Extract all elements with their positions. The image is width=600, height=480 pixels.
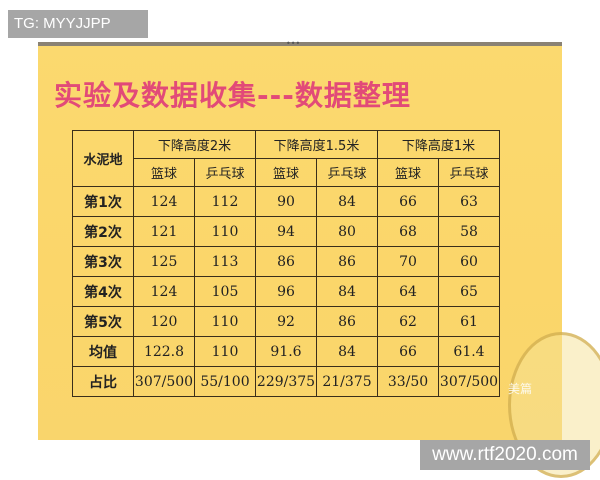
- table-cell: 120: [133, 306, 195, 337]
- subheader-row: 篮球 乒乓球 篮球 乒乓球 篮球 乒乓球: [73, 158, 500, 187]
- table-row: 占比 307/500 55/100 229/375 21/375 33/50 307/500: [72, 366, 500, 397]
- table-cell: 92: [255, 306, 317, 337]
- subheader-cell: 乒乓球: [316, 158, 378, 187]
- table-cell: 113: [194, 246, 256, 277]
- table-cell: 58: [438, 216, 500, 247]
- row-label: 第3次: [72, 246, 134, 277]
- table-cell: 307/500: [438, 366, 500, 397]
- row-label: 第4次: [72, 276, 134, 307]
- table-cell: 124: [133, 186, 195, 217]
- row-label: 第5次: [72, 306, 134, 337]
- table-cell: 33/50: [377, 366, 439, 397]
- table-cell: 61.4: [438, 336, 500, 367]
- table-cell: 112: [194, 186, 256, 217]
- subheader-cell: 乒乓球: [438, 158, 500, 187]
- table-cell: 60: [438, 246, 500, 277]
- table-cell: 84: [316, 276, 378, 307]
- subheader-cell: 篮球: [377, 158, 439, 187]
- table-row: 第2次 121 110 94 80 68 58: [72, 216, 500, 247]
- table-cell: 84: [316, 336, 378, 367]
- table-cell: 124: [133, 276, 195, 307]
- channel-tag: TG: MYYJJPP: [8, 10, 148, 38]
- table-cell: 121: [133, 216, 195, 247]
- table-cell: 90: [255, 186, 317, 217]
- table-cell: 110: [194, 216, 256, 247]
- row-label: 占比: [72, 366, 134, 397]
- drag-bar[interactable]: •••: [38, 39, 562, 48]
- table-row: 第5次 120 110 92 86 62 61: [72, 306, 500, 337]
- table-cell: 62: [377, 306, 439, 337]
- table-cell: 91.6: [255, 336, 317, 367]
- corner-header: 水泥地: [72, 130, 134, 187]
- table-cell: 65: [438, 276, 500, 307]
- table-cell: 96: [255, 276, 317, 307]
- header-row: 水泥地 下降高度2米 下降高度1.5米 下降高度1米: [72, 130, 500, 187]
- table-cell: 110: [194, 336, 256, 367]
- row-label: 第1次: [72, 186, 134, 217]
- table-cell: 86: [316, 246, 378, 277]
- row-label: 第2次: [72, 216, 134, 247]
- slide-image: ••• 实验及数据收集---数据整理 水泥地 下降高度2米 下降高度1.5米 下…: [38, 39, 600, 478]
- table-cell: 105: [194, 276, 256, 307]
- table-cell: 66: [377, 186, 439, 217]
- table-cell: 122.8: [133, 336, 195, 367]
- site-watermark: www.rtf2020.com: [420, 440, 590, 470]
- group-header: 下降高度2米: [133, 130, 256, 159]
- table-cell: 86: [255, 246, 317, 277]
- table-cell: 61: [438, 306, 500, 337]
- table-cell: 64: [377, 276, 439, 307]
- watermark-logo: 美篇: [508, 382, 533, 396]
- table-row: 第4次 124 105 96 84 64 65: [72, 276, 500, 307]
- table-cell: 307/500: [133, 366, 195, 397]
- table-cell: 80: [316, 216, 378, 247]
- group-header: 下降高度1米: [377, 130, 500, 159]
- table-row: 第1次 124 112 90 84 66 63: [72, 186, 500, 217]
- table-row: 第3次 125 113 86 86 70 60: [72, 246, 500, 277]
- drag-handle-icon[interactable]: •••: [286, 39, 301, 48]
- subheader-cell: 篮球: [255, 158, 317, 187]
- table-cell: 84: [316, 186, 378, 217]
- table-cell: 68: [377, 216, 439, 247]
- table-cell: 66: [377, 336, 439, 367]
- subheader-cell: 乒乓球: [194, 158, 256, 187]
- group-header: 下降高度1.5米: [255, 130, 378, 159]
- table-cell: 125: [133, 246, 195, 277]
- table-cell: 94: [255, 216, 317, 247]
- table-cell: 55/100: [194, 366, 256, 397]
- table-cell: 229/375: [255, 366, 317, 397]
- table-cell: 110: [194, 306, 256, 337]
- subheader-cell: 篮球: [133, 158, 195, 187]
- data-table: 水泥地 下降高度2米 下降高度1.5米 下降高度1米 篮球 乒乓球 篮球 乒乓球 篮球乒…: [72, 130, 500, 397]
- table-cell: 86: [316, 306, 378, 337]
- slide-title: 实验及数据收集---数据整理: [54, 79, 411, 112]
- table-cell: 21/375: [316, 366, 378, 397]
- table-row: 均值 122.8 110 91.6 84 66 61.4: [72, 336, 500, 367]
- table-cell: 63: [438, 186, 500, 217]
- row-label: 均值: [72, 336, 134, 367]
- table-cell: 70: [377, 246, 439, 277]
